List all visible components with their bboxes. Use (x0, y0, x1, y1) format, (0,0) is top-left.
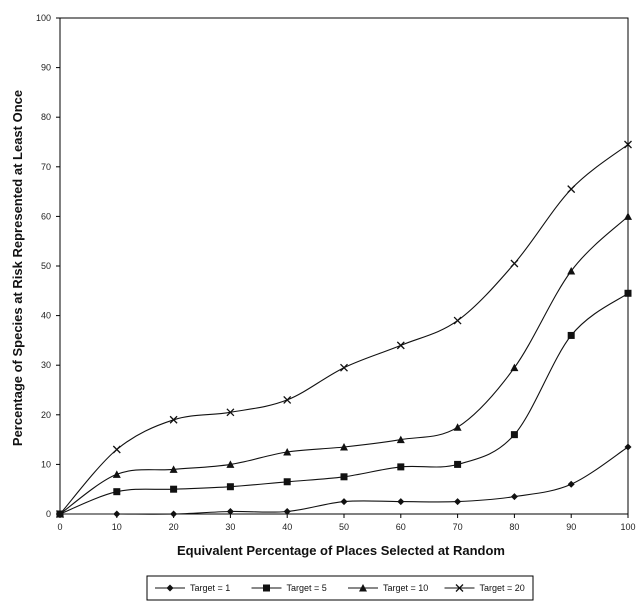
marker-square (567, 331, 575, 339)
marker-x (396, 341, 405, 350)
x-tick-label: 20 (169, 522, 179, 532)
legend-item: Target = 1 (155, 583, 230, 593)
marker-diamond (454, 498, 462, 506)
y-tick-label: 40 (41, 311, 51, 321)
marker-x (455, 584, 464, 592)
y-tick-label: 20 (41, 410, 51, 420)
y-axis-title: Percentage of Species at Risk Represente… (10, 90, 25, 446)
marker-square (624, 289, 632, 297)
marker-triangle (396, 435, 405, 444)
legend-label: Target = 5 (287, 583, 327, 593)
y-tick-label: 60 (41, 211, 51, 221)
x-axis-title: Equivalent Percentage of Places Selected… (177, 543, 505, 558)
x-tick-label: 10 (112, 522, 122, 532)
y-tick-label: 80 (41, 112, 51, 122)
x-tick-label: 70 (453, 522, 463, 532)
y-tick-label: 100 (36, 13, 51, 23)
marker-diamond (624, 443, 632, 451)
marker-diamond (113, 510, 121, 518)
marker-square (283, 478, 291, 486)
marker-x (56, 510, 64, 518)
marker-triangle (283, 448, 292, 456)
legend-label: Target = 10 (383, 583, 428, 593)
marker-square (113, 488, 121, 496)
marker-diamond (510, 493, 518, 501)
marker-triangle (359, 584, 367, 592)
legend-label: Target = 20 (480, 583, 525, 593)
series-layer (56, 140, 632, 518)
marker-diamond (170, 510, 178, 518)
x-tick-label: 100 (620, 522, 635, 532)
marker-x (169, 415, 178, 424)
marker-diamond (166, 584, 174, 592)
marker-x (453, 316, 462, 325)
marker-diamond (340, 498, 348, 506)
marker-triangle (567, 266, 576, 275)
marker-square (510, 431, 518, 439)
series-4 (56, 140, 632, 518)
marker-square (226, 483, 234, 491)
series-2 (56, 289, 632, 518)
series-line (59, 292, 629, 515)
marker-x (226, 408, 235, 417)
x-tick-label: 50 (339, 522, 349, 532)
marker-x (283, 395, 292, 404)
marker-triangle (169, 465, 178, 473)
x-tick-label: 90 (566, 522, 576, 532)
y-tick-label: 50 (41, 261, 51, 271)
legend-item: Target = 20 (444, 583, 525, 593)
marker-square (454, 460, 462, 468)
marker-triangle (226, 460, 235, 468)
legend-item: Target = 10 (348, 583, 428, 593)
axes: 0 10 20 30 40 50 60 70 80 90 100 0 10 20 30 40 50 60 70 80 9… (36, 13, 636, 532)
marker-square (397, 463, 405, 471)
y-tick-label: 70 (41, 162, 51, 172)
x-tick-label: 80 (509, 522, 519, 532)
marker-x (112, 445, 121, 454)
marker-diamond (397, 498, 405, 506)
y-tick-label: 90 (41, 63, 51, 73)
marker-square (340, 473, 348, 481)
marker-triangle (624, 212, 632, 220)
marker-triangle (453, 423, 462, 431)
x-tick-label: 0 (57, 522, 62, 532)
legend-item: Target = 5 (251, 583, 327, 593)
marker-triangle (510, 363, 519, 372)
marker-triangle (112, 470, 121, 478)
x-tick-label: 60 (396, 522, 406, 532)
x-tick-label: 40 (282, 522, 292, 532)
marker-diamond (567, 480, 575, 488)
marker-x (624, 140, 632, 149)
y-tick-label: 0 (46, 509, 51, 519)
marker-x (340, 363, 348, 372)
marker-x (567, 185, 576, 194)
series-3 (56, 212, 632, 518)
y-tick-label: 30 (41, 360, 51, 370)
marker-square (170, 485, 178, 493)
x-tick-label: 30 (225, 522, 235, 532)
marker-triangle (340, 443, 348, 451)
series-1 (56, 443, 632, 518)
series-line (59, 216, 629, 515)
marker-diamond (283, 508, 291, 516)
marker-diamond (226, 508, 234, 516)
legend: Target = 1 Target = 5 Target = 10 Target = … (146, 575, 534, 601)
marker-x (510, 259, 519, 268)
y-tick-label: 10 (41, 459, 51, 469)
legend-label: Target = 1 (190, 583, 230, 593)
marker-square (263, 584, 270, 592)
